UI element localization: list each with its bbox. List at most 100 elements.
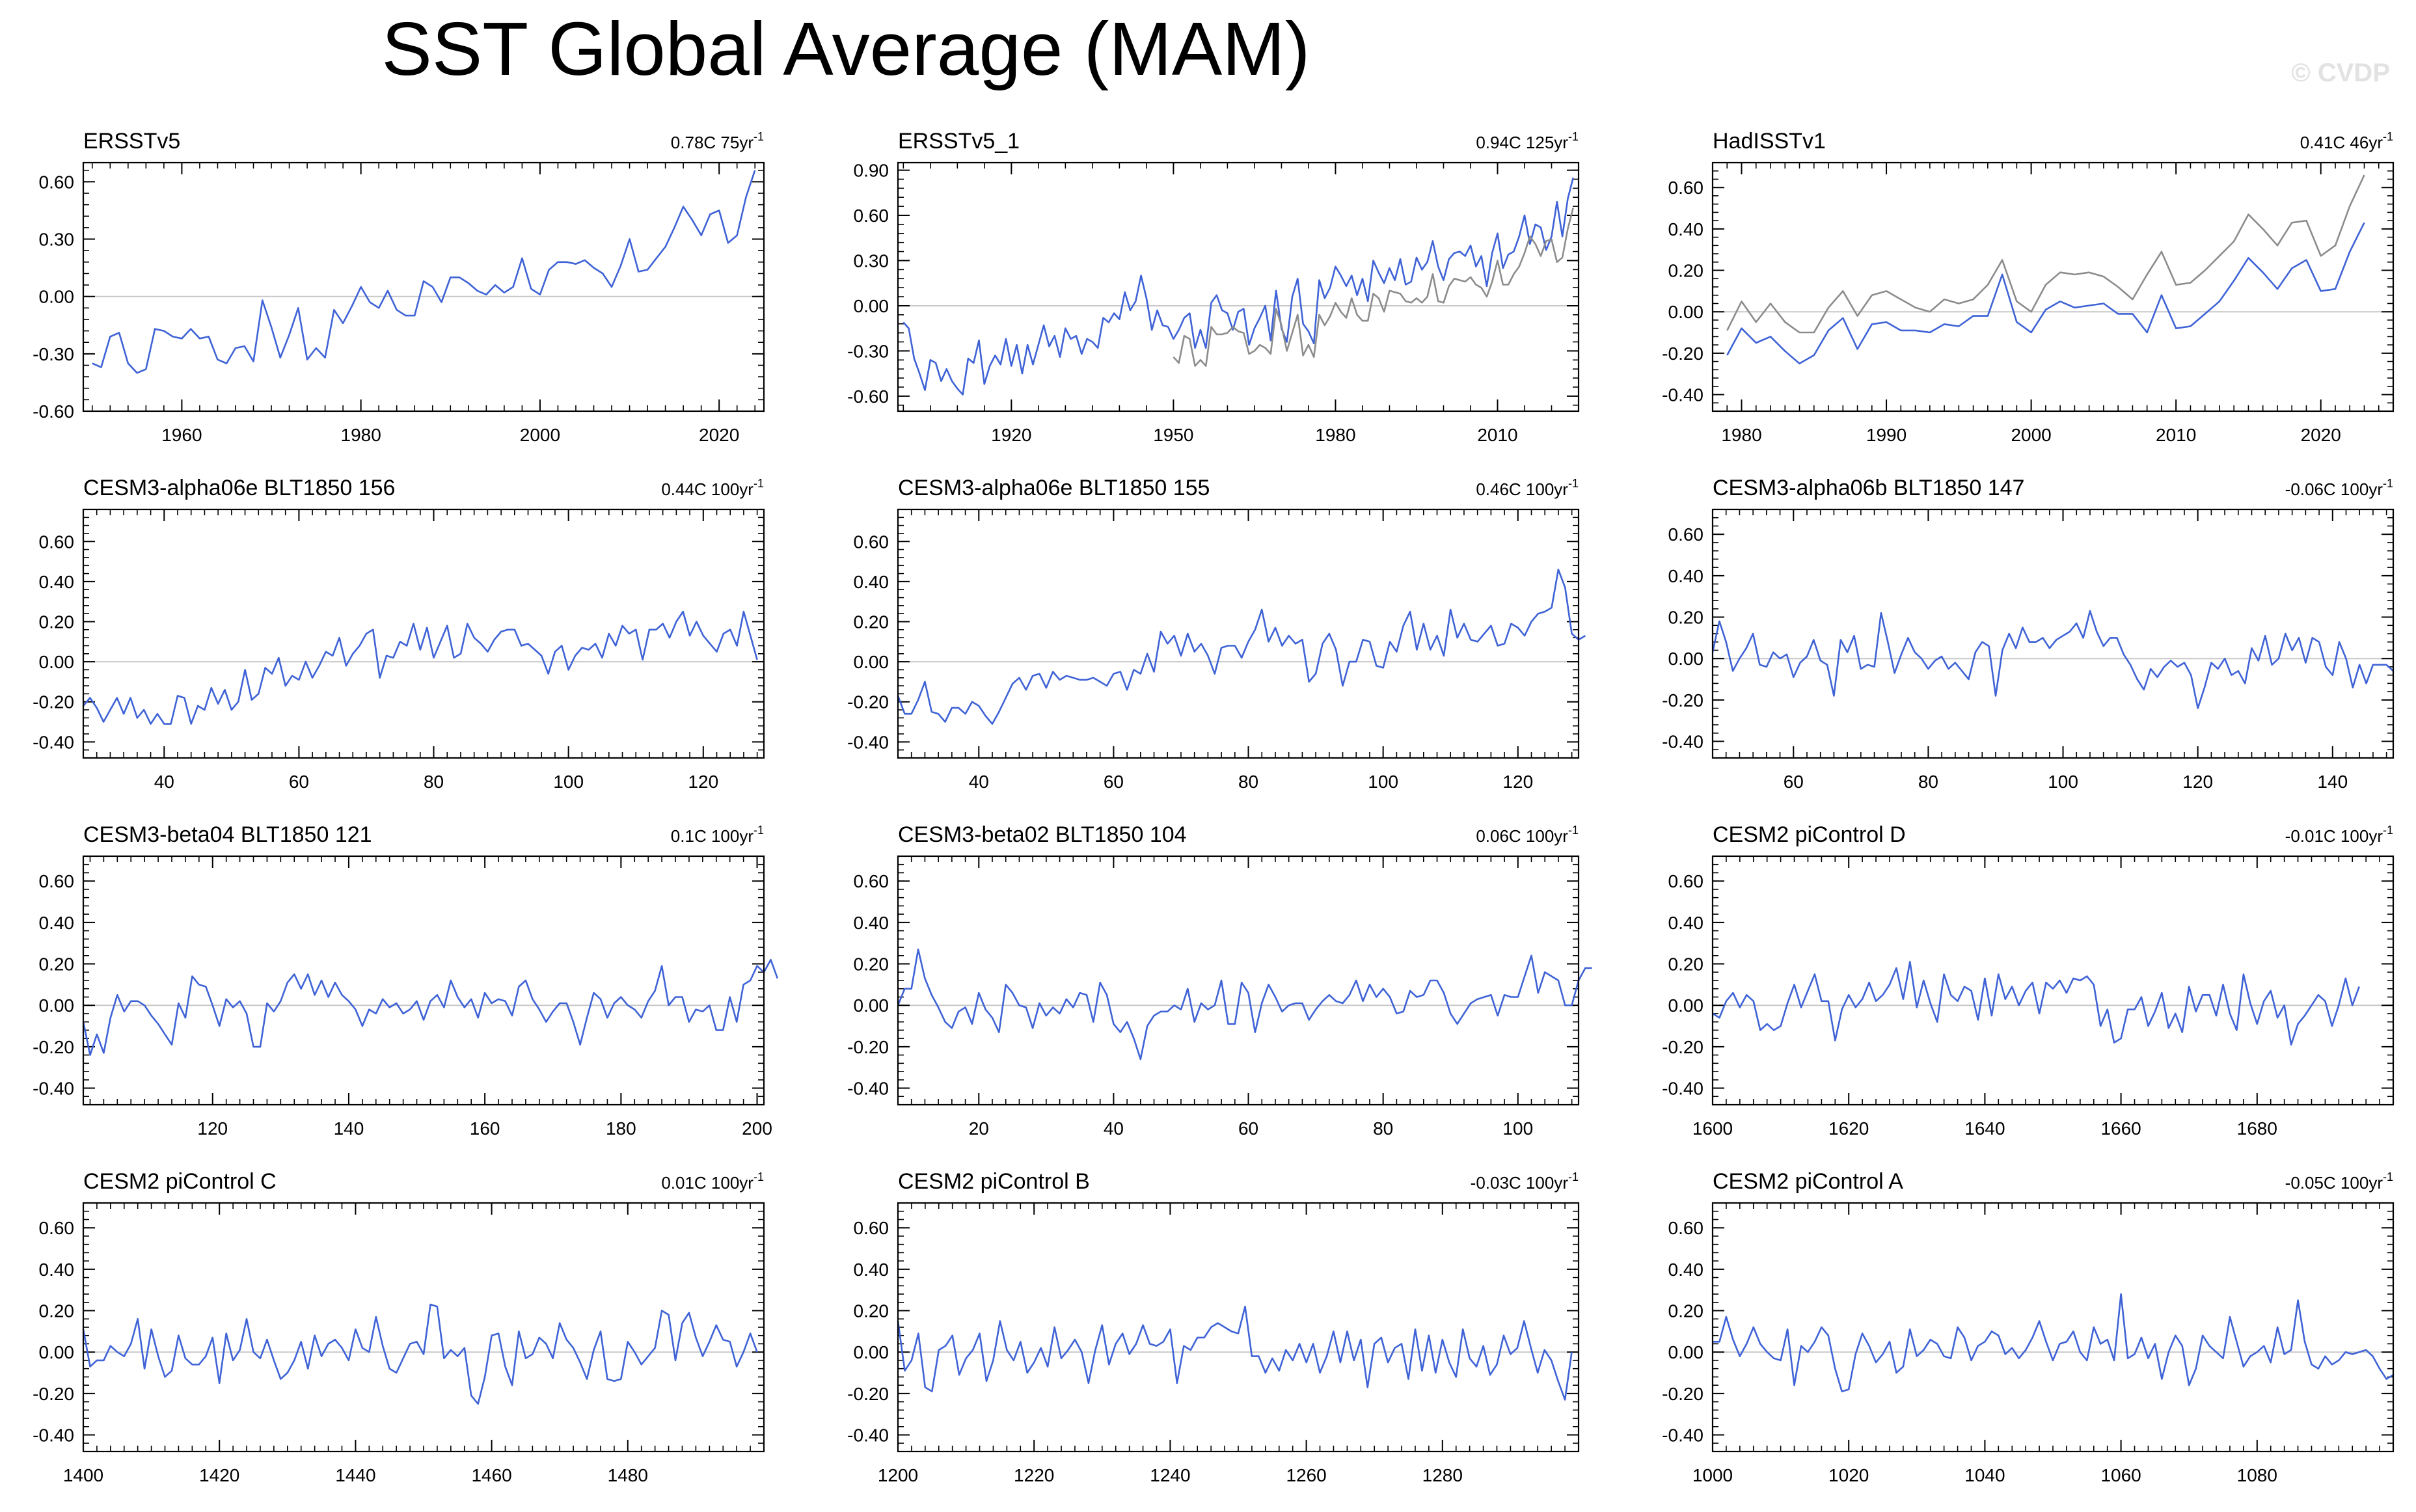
- x-tick-label: 60: [289, 772, 309, 792]
- y-tick-label: 0.20: [39, 612, 75, 632]
- x-tick-label: 80: [1238, 772, 1258, 792]
- chart-panel: CESM3-beta02 BLT1850 104 0.06C 100yr-1 20 4…: [847, 822, 1592, 1139]
- x-tick-label: 40: [1104, 1118, 1124, 1139]
- trend-label: 0.44C 100yr-1: [661, 477, 764, 499]
- trend-label: 0.94C 125yr-1: [1476, 130, 1579, 152]
- trend-label: -0.03C 100yr-1: [1471, 1170, 1579, 1193]
- y-tick-label: -0.20: [847, 1037, 889, 1057]
- y-tick-label: 0.20: [1668, 1301, 1704, 1321]
- series-line: [1726, 174, 2365, 334]
- x-tick-label: 1980: [1721, 425, 1761, 445]
- x-tick-label: 1420: [199, 1465, 239, 1485]
- series-line: [897, 569, 1586, 725]
- x-tick-label: 2000: [2011, 425, 2051, 445]
- x-tick-label: 40: [154, 772, 174, 792]
- y-tick-label: -0.20: [33, 692, 74, 712]
- x-tick-label: 1960: [161, 425, 202, 445]
- x-tick-label: 40: [969, 772, 989, 792]
- chart-panel: ERSSTv5_1 0.94C 125yr-1 1920 1950 1980 2010 -0…: [847, 129, 1580, 445]
- trend-label: 0.1C 100yr-1: [671, 824, 764, 846]
- y-tick-label: 0.20: [854, 954, 889, 975]
- trend-label: 0.41C 46yr-1: [2300, 130, 2393, 152]
- y-tick-label: -0.20: [1662, 1384, 1703, 1404]
- x-tick-label: 1980: [341, 425, 381, 445]
- y-tick-label: 0.20: [1668, 261, 1704, 281]
- y-tick-label: 0.00: [854, 1342, 889, 1362]
- x-tick-label: 1950: [1153, 425, 1193, 445]
- y-tick-label: -0.40: [33, 1425, 74, 1446]
- x-tick-label: 2010: [2156, 425, 2196, 445]
- chart-panel: CESM2 piControl D -0.01C 100yr-1 1600 1620 1…: [1662, 822, 2395, 1139]
- x-tick-label: 60: [1784, 772, 1804, 792]
- x-tick-label: 1680: [2237, 1118, 2277, 1139]
- series-line: [82, 958, 779, 1056]
- x-tick-label: 120: [197, 1118, 228, 1139]
- y-tick-label: 0.00: [1668, 995, 1704, 1016]
- y-tick-label: 0.90: [854, 161, 889, 181]
- y-tick-label: 0.60: [39, 172, 75, 192]
- x-tick-label: 1240: [1150, 1465, 1190, 1485]
- chart-panel: HadISSTv1 0.41C 46yr-1 1980 1990 2000 2010 202…: [1662, 129, 2395, 445]
- panel-title: CESM3-alpha06e BLT1850 156: [83, 476, 395, 500]
- y-tick-label: 0.40: [39, 572, 75, 592]
- x-tick-label: 20: [969, 1118, 989, 1139]
- panel-title: ERSSTv5: [83, 129, 180, 154]
- y-tick-label: -0.40: [33, 1079, 74, 1099]
- chart-panel: CESM3-alpha06e BLT1850 156 0.44C 100yr-1 4…: [33, 476, 765, 792]
- x-tick-label: 1280: [1422, 1465, 1463, 1485]
- x-tick-label: 2000: [520, 425, 560, 445]
- y-tick-label: 0.60: [854, 206, 889, 226]
- y-tick-label: 0.60: [1668, 178, 1704, 198]
- y-tick-label: 0.00: [854, 652, 889, 672]
- x-tick-label: 1480: [608, 1465, 648, 1485]
- x-tick-label: 1440: [335, 1465, 375, 1485]
- y-tick-label: -0.60: [33, 401, 74, 422]
- x-tick-label: 100: [2048, 772, 2078, 792]
- y-tick-label: 0.20: [1668, 954, 1704, 975]
- x-tick-label: 80: [1918, 772, 1938, 792]
- plot-frame: [82, 508, 765, 759]
- y-tick-label: 0.60: [1668, 524, 1704, 545]
- y-tick-label: 0.60: [854, 871, 889, 891]
- x-tick-label: 120: [688, 772, 718, 792]
- y-tick-label: -0.30: [33, 344, 74, 364]
- y-tick-label: -0.40: [847, 1425, 889, 1446]
- y-tick-label: 0.00: [39, 652, 75, 672]
- panel-title: CESM3-alpha06b BLT1850 147: [1713, 476, 2024, 500]
- y-tick-label: 0.40: [1668, 566, 1704, 586]
- x-tick-label: 1620: [1828, 1118, 1869, 1139]
- y-tick-label: 0.00: [1668, 1342, 1704, 1362]
- x-tick-label: 1920: [991, 425, 1031, 445]
- panel-title: CESM2 piControl A: [1713, 1169, 1903, 1194]
- x-tick-label: 1660: [2100, 1118, 2141, 1139]
- y-tick-label: 0.00: [854, 995, 889, 1016]
- y-tick-label: -0.40: [847, 1079, 889, 1099]
- y-tick-label: 0.60: [854, 532, 889, 552]
- y-tick-label: 0.60: [39, 871, 75, 891]
- x-tick-label: 1060: [2100, 1465, 2141, 1485]
- y-tick-label: -0.20: [847, 1384, 889, 1404]
- x-tick-label: 2010: [1477, 425, 1517, 445]
- trend-label: -0.05C 100yr-1: [2285, 1170, 2393, 1193]
- y-tick-label: 0.40: [1668, 913, 1704, 933]
- series-line: [92, 170, 756, 374]
- y-tick-label: 0.00: [39, 1342, 75, 1362]
- series-line: [1711, 610, 2394, 709]
- plot-frame: [82, 1202, 765, 1453]
- y-tick-label: 0.60: [1668, 871, 1704, 891]
- x-tick-label: 1600: [1692, 1118, 1733, 1139]
- y-tick-label: 0.40: [854, 913, 889, 933]
- x-tick-label: 1990: [1866, 425, 1907, 445]
- y-tick-label: 0.20: [1668, 608, 1704, 628]
- x-tick-label: 80: [1373, 1118, 1393, 1139]
- plot-frame: [1711, 161, 2395, 412]
- trend-label: -0.01C 100yr-1: [2285, 824, 2393, 846]
- y-tick-label: -0.20: [33, 1384, 74, 1404]
- y-tick-label: 0.40: [854, 572, 889, 592]
- y-tick-label: 0.40: [1668, 219, 1704, 239]
- y-tick-label: 0.20: [39, 954, 75, 975]
- chart-panel: CESM2 piControl C 0.01C 100yr-1 1400 1420 14…: [33, 1169, 765, 1485]
- plot-frame: [897, 508, 1580, 759]
- y-tick-label: -0.40: [1662, 1425, 1703, 1446]
